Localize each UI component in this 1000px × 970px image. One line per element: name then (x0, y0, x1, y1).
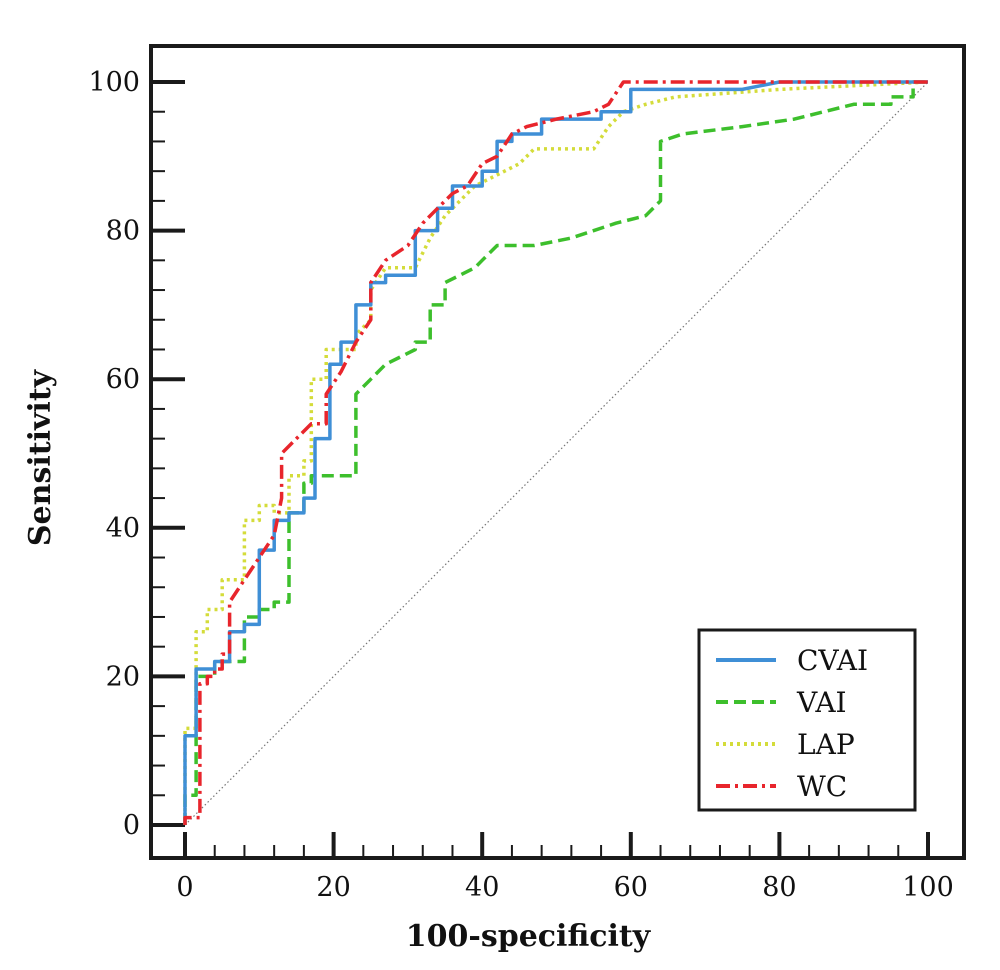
y-tick-label: 100 (88, 67, 140, 98)
legend: CVAI VAI LAP WC (697, 628, 917, 812)
roc-curves (183, 80, 929, 825)
legend-label-wc: WC (797, 770, 847, 803)
x-tick-label: 40 (465, 872, 499, 903)
y-axis-ticks: 0 20 40 60 80 100 (88, 67, 185, 841)
y-tick-label: 20 (106, 661, 140, 692)
x-tick-label: 20 (316, 872, 350, 903)
legend-label-lap: LAP (797, 728, 855, 761)
reference-diagonal-line (184, 81, 929, 826)
y-tick-label: 60 (106, 364, 140, 395)
legend-label-cvai: CVAI (797, 644, 868, 677)
series-line-wc (183, 80, 928, 825)
series-line-lap (183, 80, 929, 825)
x-tick-label: 0 (176, 872, 193, 903)
x-tick-label: 80 (762, 872, 796, 903)
y-tick-label: 80 (106, 216, 140, 247)
y-axis-title: Sensitivity (23, 368, 58, 546)
legend-label-vai: VAI (796, 686, 847, 719)
x-axis-ticks: 0 20 40 60 80 100 (176, 832, 954, 903)
y-tick-label: 0 (123, 810, 140, 841)
x-tick-label: 60 (614, 872, 648, 903)
x-axis-title: 100-specificity (406, 919, 652, 954)
series-line-vai (183, 80, 928, 825)
plot-frame (149, 44, 966, 860)
series-line-cvai (183, 80, 928, 825)
y-tick-label: 40 (106, 513, 140, 544)
x-tick-label: 100 (902, 872, 954, 903)
